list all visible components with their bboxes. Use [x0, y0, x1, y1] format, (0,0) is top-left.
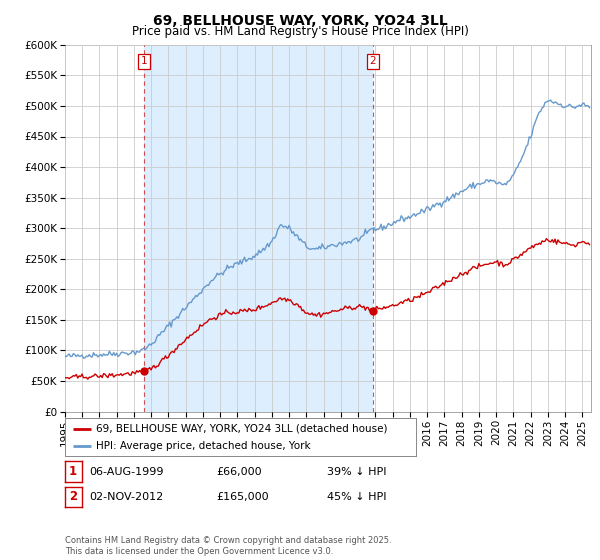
- Text: 69, BELLHOUSE WAY, YORK, YO24 3LL (detached house): 69, BELLHOUSE WAY, YORK, YO24 3LL (detac…: [97, 423, 388, 433]
- Text: 45% ↓ HPI: 45% ↓ HPI: [327, 492, 386, 502]
- Text: £165,000: £165,000: [216, 492, 269, 502]
- Text: HPI: Average price, detached house, York: HPI: Average price, detached house, York: [97, 441, 311, 451]
- Bar: [144, 45, 373, 412]
- Text: Price paid vs. HM Land Registry's House Price Index (HPI): Price paid vs. HM Land Registry's House …: [131, 25, 469, 38]
- Text: 39% ↓ HPI: 39% ↓ HPI: [327, 466, 386, 477]
- Text: 2: 2: [369, 57, 376, 66]
- Text: 02-NOV-2012: 02-NOV-2012: [89, 492, 163, 502]
- Text: Contains HM Land Registry data © Crown copyright and database right 2025.
This d: Contains HM Land Registry data © Crown c…: [65, 536, 391, 556]
- Text: 69, BELLHOUSE WAY, YORK, YO24 3LL: 69, BELLHOUSE WAY, YORK, YO24 3LL: [152, 14, 448, 28]
- Text: 1: 1: [140, 57, 148, 66]
- Text: 1: 1: [69, 465, 77, 478]
- Text: 06-AUG-1999: 06-AUG-1999: [89, 466, 163, 477]
- Text: 2: 2: [69, 490, 77, 503]
- Text: £66,000: £66,000: [216, 466, 262, 477]
